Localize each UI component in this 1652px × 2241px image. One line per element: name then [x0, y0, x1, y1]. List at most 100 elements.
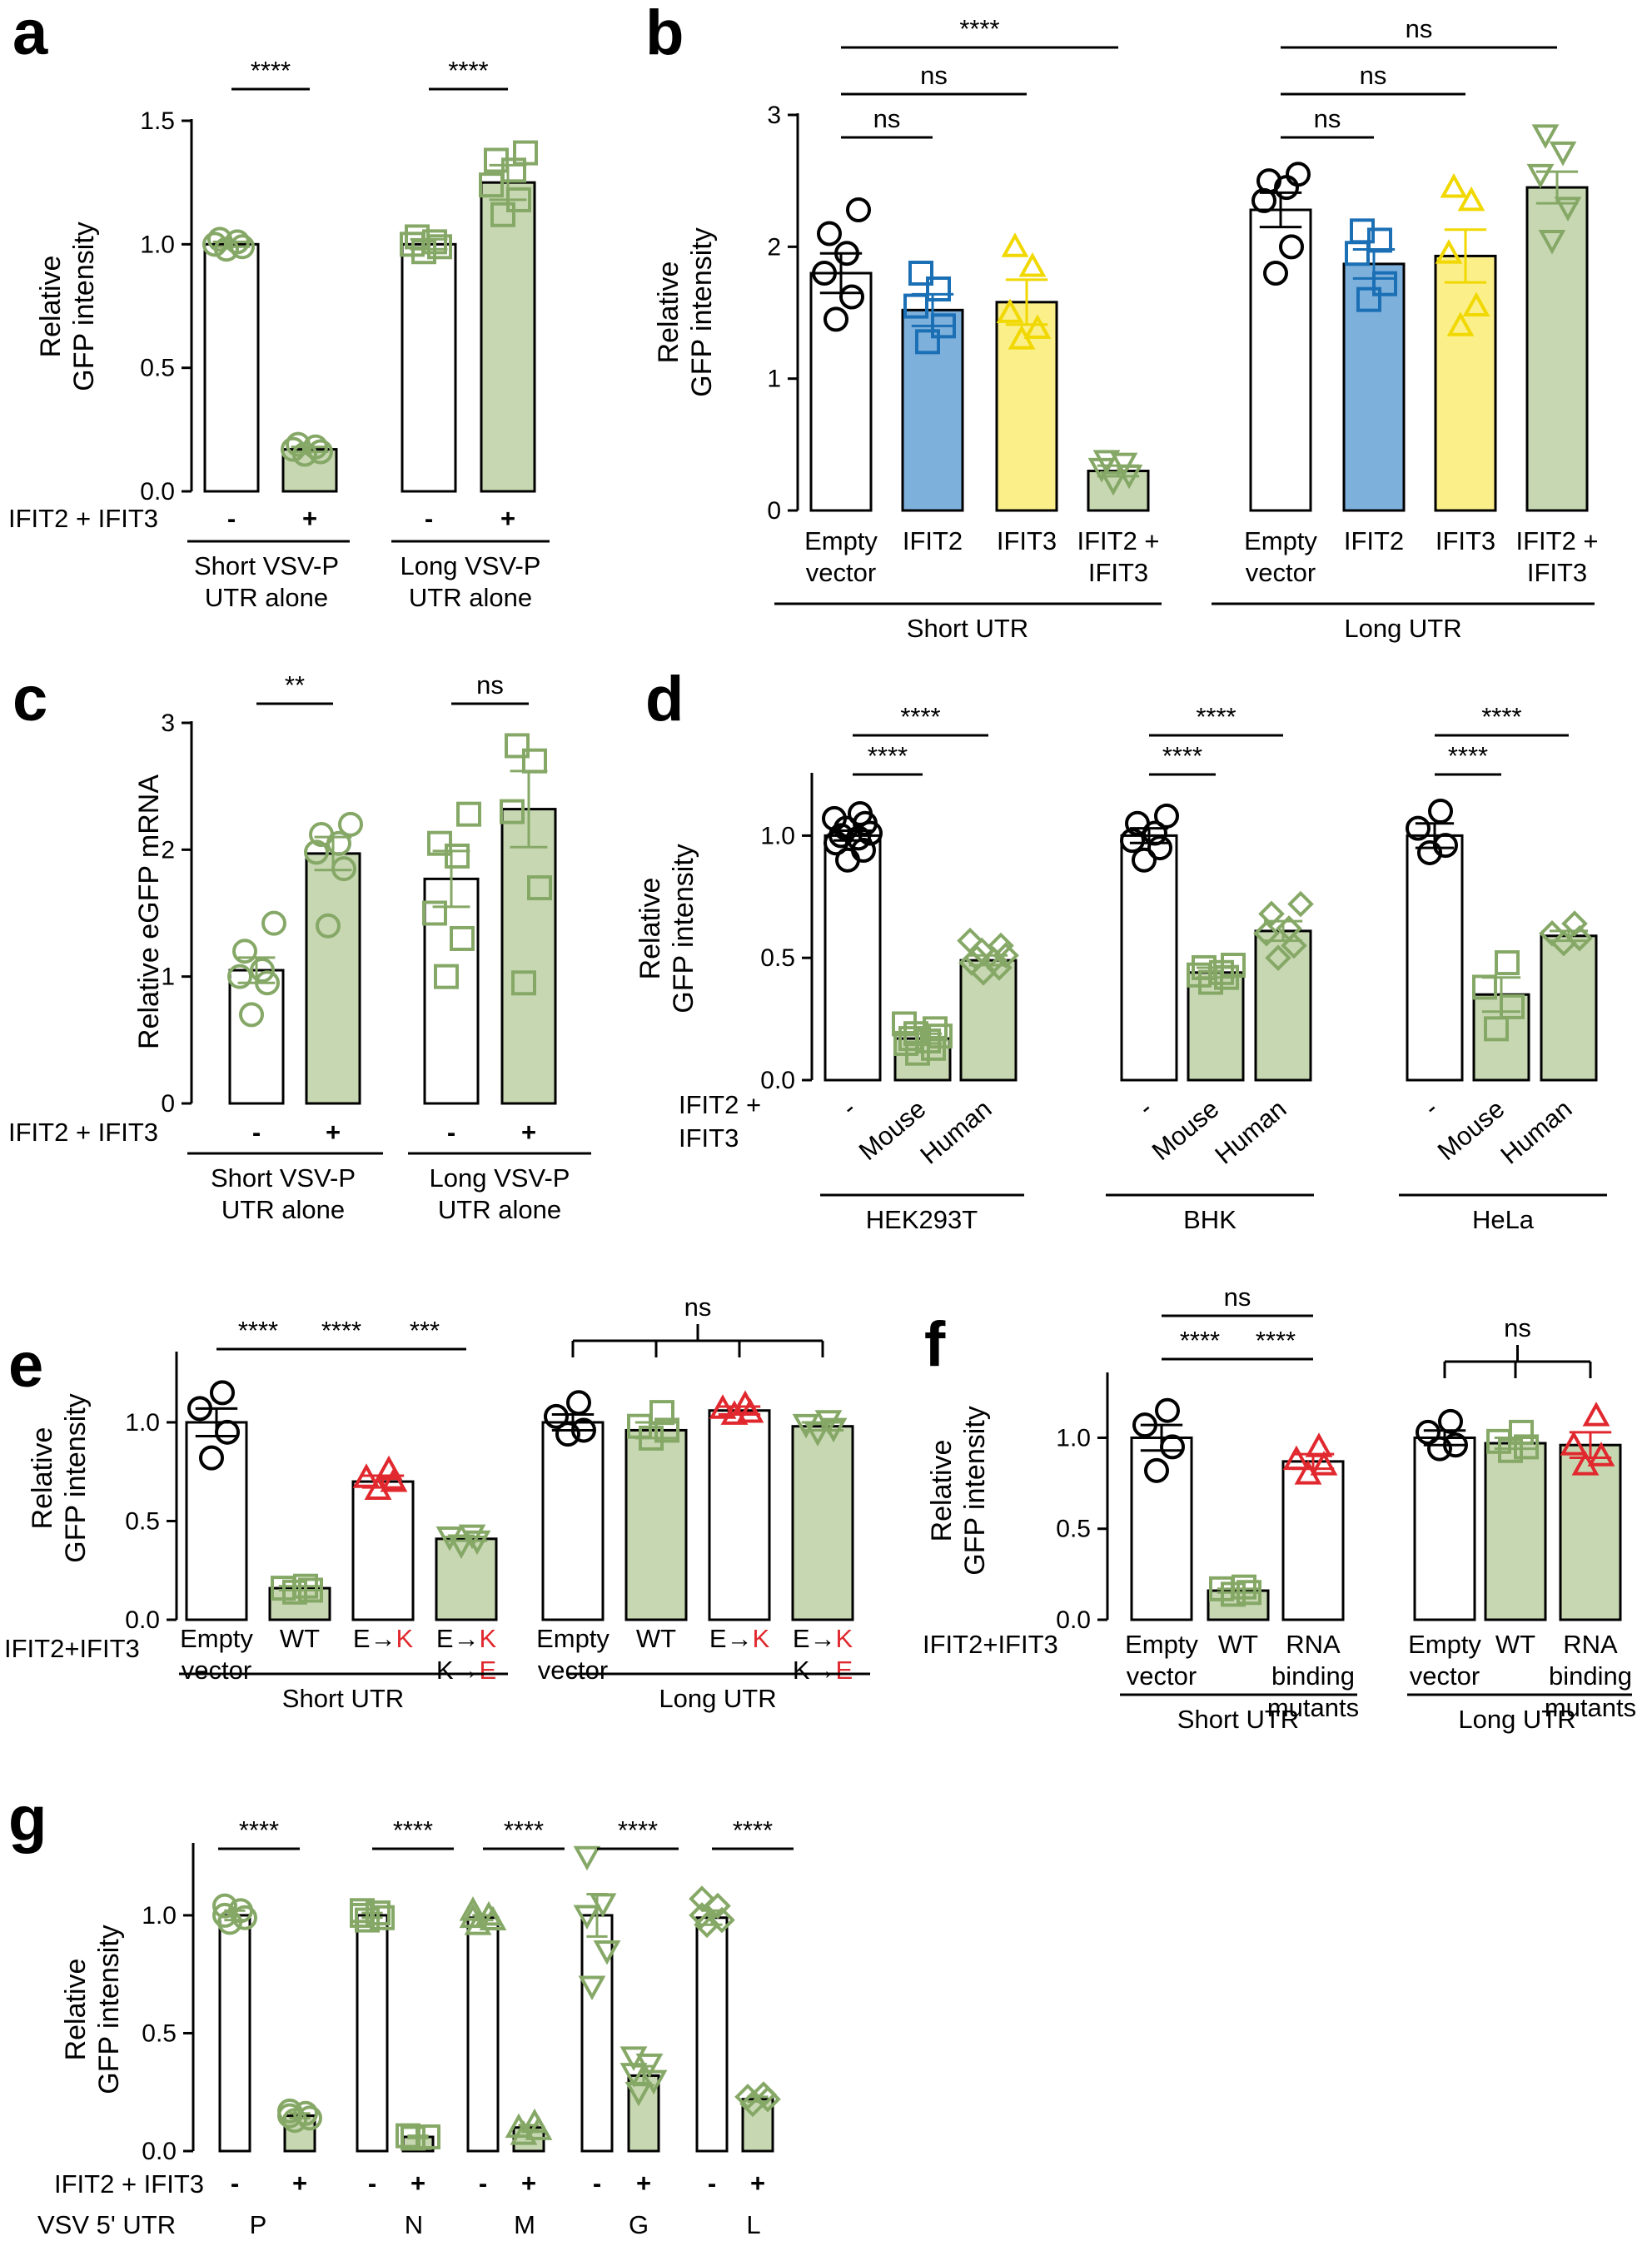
category-label: Human	[1495, 1094, 1577, 1170]
bar-points	[1209, 1574, 1261, 1607]
data-point	[405, 224, 430, 250]
row2-label: VSV 5' UTR	[37, 2210, 176, 2239]
group-label: Long UTR	[659, 1684, 776, 1713]
bar	[480, 181, 536, 493]
data-point	[1554, 197, 1582, 222]
data-point	[338, 811, 363, 837]
y-axis-label-line: Relative	[926, 1440, 958, 1542]
sig-label: ****	[251, 56, 291, 85]
data-point	[1253, 920, 1280, 947]
data-point	[1092, 450, 1121, 475]
y-axis-label: Relative GFP intensity	[653, 227, 718, 396]
panel-e: e 0.0 0.5 1.0 Relative GFP intensity IFIT2+IFI…	[4, 1292, 870, 1713]
category-label: +	[521, 1118, 536, 1147]
group-label: L	[746, 2210, 760, 2239]
data-point	[1286, 162, 1311, 187]
group-label: G	[629, 2210, 649, 2239]
bar-points	[1435, 172, 1490, 336]
data-point	[908, 261, 933, 286]
data-point	[624, 2081, 653, 2107]
category-label: +	[292, 2169, 307, 2198]
category-label: IFIT3	[1527, 558, 1587, 587]
category-label: -	[593, 2169, 601, 2198]
bar-points	[1345, 218, 1397, 312]
bar	[624, 1428, 688, 1621]
data-point	[926, 276, 951, 301]
data-point	[1587, 1442, 1615, 1467]
y-tick-label: 1.0	[1056, 1424, 1091, 1452]
y-axis-label-line: Relative	[35, 256, 67, 358]
data-point	[822, 805, 847, 831]
data-point	[1561, 910, 1588, 937]
category-label: Mouse	[1432, 1094, 1510, 1167]
data-point	[309, 822, 334, 848]
category-label: IFIT2 +	[1077, 526, 1159, 555]
bar-points	[422, 801, 481, 989]
category-label: WT	[1218, 1630, 1258, 1659]
category-label: Empty	[1408, 1630, 1481, 1659]
data-point	[1144, 1457, 1169, 1483]
group-label: N	[405, 2210, 423, 2239]
bar	[435, 1537, 498, 1621]
bar	[824, 834, 882, 1082]
data-point	[239, 1002, 264, 1028]
data-point	[286, 431, 311, 457]
group-label: Long VSV-P	[401, 551, 541, 580]
category-label: -	[447, 1118, 455, 1147]
y-tick-label: 0.0	[1056, 1606, 1091, 1634]
data-point	[839, 284, 864, 310]
y-tick-label: 3	[767, 102, 781, 129]
data-point	[709, 1906, 735, 1934]
data-point	[1232, 1574, 1256, 1600]
data-point	[566, 1390, 591, 1416]
bar	[809, 271, 873, 512]
category-label: vector	[806, 558, 876, 587]
data-point	[450, 925, 475, 951]
data-point	[817, 221, 842, 247]
data-point	[1560, 1431, 1588, 1456]
data-point	[1406, 815, 1431, 841]
sig-label: ns	[920, 61, 948, 90]
data-point	[957, 927, 983, 954]
y-tick-label: 0.5	[1056, 1516, 1091, 1543]
row-label: IFIT3	[679, 1123, 739, 1153]
data-point	[199, 1445, 224, 1471]
bar-points	[227, 910, 286, 1028]
category-label: +	[302, 504, 317, 533]
data-point	[1258, 900, 1285, 928]
sig-label: ****	[393, 1815, 433, 1845]
bar-points	[822, 800, 883, 873]
data-point	[505, 2113, 533, 2139]
panel-c: c 0 1 2 3 Relative eGFP mRNA IFIT2 + IFIT3 - + - +…	[8, 664, 591, 1224]
bar	[1187, 971, 1245, 1082]
row-label: IFIT2+IFIT3	[923, 1630, 1058, 1659]
data-point	[1120, 828, 1145, 854]
y-tick-label: 0	[161, 1090, 175, 1118]
data-point	[1457, 186, 1485, 212]
data-point	[846, 197, 871, 222]
bar	[1087, 470, 1150, 512]
data-point	[1427, 1436, 1452, 1462]
sig-label: ****	[1448, 741, 1488, 770]
panel-label: e	[8, 1330, 43, 1401]
data-point	[250, 958, 275, 984]
sig-label: ****	[448, 56, 488, 85]
bar	[305, 852, 361, 1105]
y-axis-label-line: Relative	[634, 878, 666, 980]
category-label: E→K	[793, 1624, 853, 1653]
data-point	[1281, 932, 1307, 959]
category-label: IFIT3	[1088, 558, 1148, 587]
bar	[541, 1421, 605, 1621]
group-label: UTR alone	[438, 1195, 561, 1224]
y-axis-label: Relative GFP intensity	[634, 844, 699, 1013]
category-label: WT	[1495, 1630, 1535, 1659]
category-label: Empty	[1244, 526, 1317, 555]
data-point	[1155, 1397, 1180, 1423]
data-point	[812, 261, 837, 286]
y-tick-label: 0.0	[125, 1606, 160, 1634]
bar	[356, 1914, 389, 2153]
category-label: +	[326, 1118, 341, 1147]
bar	[1406, 834, 1464, 1082]
category-label: -	[1418, 1094, 1443, 1122]
data-point	[350, 1898, 375, 1924]
